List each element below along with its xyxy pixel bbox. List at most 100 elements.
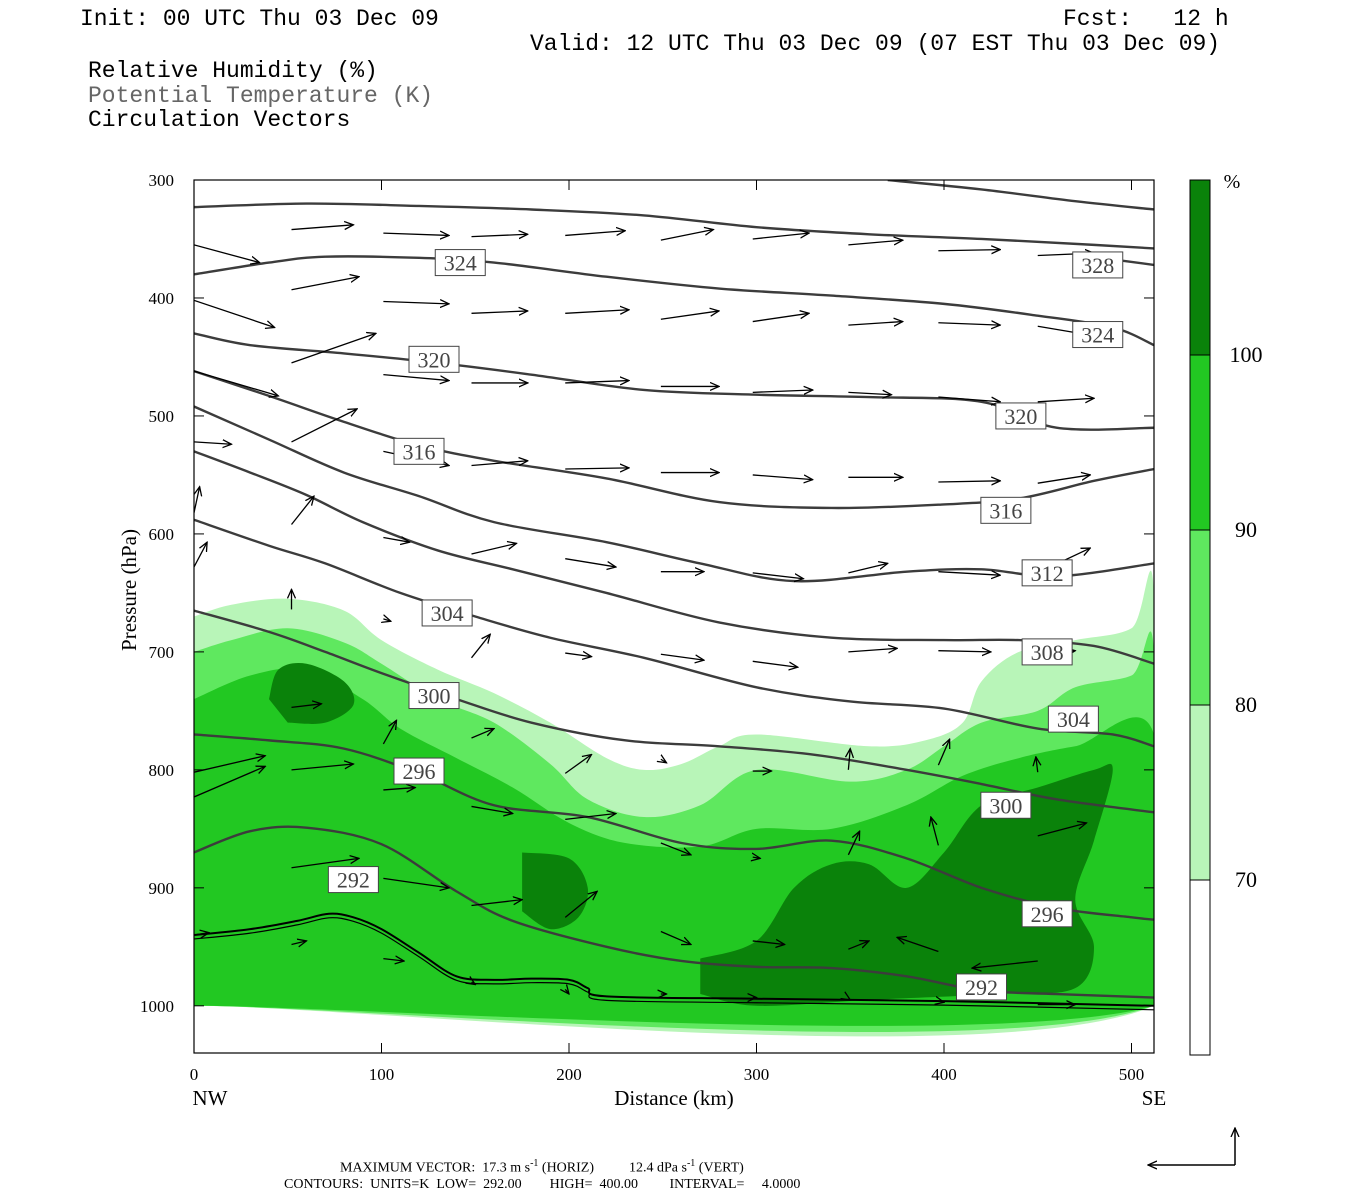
- colorbar-frame: [1189, 179, 1211, 1056]
- circulation-vector-23: [565, 381, 629, 383]
- circulation-vector-32: [471, 461, 528, 467]
- svg-text:296: 296: [1031, 902, 1064, 927]
- x-tick-label-0: 0: [190, 1065, 199, 1084]
- circulation-vector-27: [938, 396, 1000, 402]
- circulation-vector-71: [383, 788, 415, 790]
- x-axis-label: Distance (km): [614, 1086, 734, 1110]
- circulation-vector-29: [194, 370, 278, 396]
- field-label-rh: Relative Humidity (%): [88, 58, 378, 84]
- circulation-vector-16: [848, 322, 902, 326]
- circulation-vector-57: [938, 651, 991, 652]
- x-tick-label-1: 100: [369, 1065, 395, 1084]
- circulation-vector-10: [291, 277, 360, 291]
- circulation-vector-80: [291, 858, 360, 869]
- rh-region-gt100-5: [700, 763, 1113, 1006]
- svg-text:328: 328: [1081, 253, 1114, 278]
- circulation-vector-7: [938, 250, 1000, 251]
- circulation-vector-15: [752, 313, 809, 323]
- forecast-hour: Fcst: 12 h: [1063, 6, 1229, 32]
- circulation-vector-26: [848, 392, 891, 394]
- reference-vector-icon: [1148, 1128, 1235, 1165]
- colorbar-level-70: 70: [1235, 867, 1257, 892]
- theta-label-300-13: 300: [980, 791, 1032, 819]
- circulation-vector-53: [565, 653, 591, 657]
- circulation-vector-73: [565, 814, 616, 821]
- svg-text:320: 320: [418, 347, 451, 372]
- svg-text:316: 316: [989, 498, 1022, 523]
- theta-label-324-0: 324: [434, 249, 486, 277]
- max-vector-note: MAXIMUM VECTOR: 17.3 m s-1 (HORIZ) 12.4 …: [340, 1158, 744, 1176]
- rh-region-gt100-3: [269, 662, 355, 724]
- circulation-vector-54: [660, 653, 704, 660]
- circulation-vector-83: [564, 891, 597, 918]
- theta-label-312-7: 312: [1021, 559, 1073, 587]
- circulation-vector-63: [564, 755, 591, 774]
- circulation-vector-38: [1037, 475, 1091, 484]
- colorbar: % 100 90 80 70: [1189, 171, 1263, 1056]
- circulation-vector-51: [383, 619, 391, 621]
- circulation-vector-25: [752, 390, 813, 392]
- terrain-layer: [194, 912, 1154, 1011]
- x-tick-label-2: 200: [556, 1065, 582, 1084]
- circulation-vector-96: [848, 999, 850, 1000]
- theta-line-312-6: [194, 405, 1154, 583]
- terrain-line: [194, 912, 1154, 1007]
- circulation-vector-82: [471, 900, 523, 907]
- svg-text:324: 324: [1081, 323, 1114, 348]
- plot-frame: [193, 179, 1155, 1054]
- theta-label-layer: 324 328 324 320 320 316 316 312 304 308 300 304 296 3…: [327, 249, 1124, 1001]
- circulation-vector-1: [383, 233, 449, 235]
- colorbar-level-80: 80: [1235, 692, 1257, 717]
- circulation-vector-68: [1036, 757, 1038, 773]
- circulation-vector-19: [194, 299, 275, 327]
- theta-label-292-14: 292: [327, 866, 379, 894]
- circulation-vector-88: [972, 960, 1038, 968]
- circulation-vector-4: [660, 230, 714, 241]
- circulation-vector-14: [660, 311, 719, 320]
- circulation-vector-89: [194, 933, 209, 935]
- field-label-vectors: Circulation Vectors: [88, 107, 351, 133]
- theta-label-320-4: 320: [995, 402, 1047, 430]
- circulation-vector-91: [383, 959, 404, 961]
- circulation-vector-46: [848, 563, 887, 574]
- circulation-vector-20: [291, 333, 376, 364]
- circulation-vector-78: [1037, 823, 1087, 837]
- circulation-vector-45: [752, 572, 804, 579]
- theta-line-304-8: [194, 518, 1154, 748]
- theta-label-328-1: 328: [1072, 251, 1124, 279]
- colorbar-level-90: 90: [1235, 517, 1257, 542]
- circulation-vector-69: [194, 756, 265, 773]
- theta-line-328-1: [887, 180, 1154, 211]
- theta-label-304-8: 304: [421, 599, 473, 627]
- circulation-vector-3: [565, 231, 625, 237]
- theta-label-320-3: 320: [408, 345, 460, 373]
- theta-label-304-11: 304: [1047, 705, 1099, 733]
- axis-layer: 300 400 500 600 700 800 900 1000 0 100 200 300 400 50…: [140, 171, 1154, 1084]
- theta-label-308-9: 308: [1021, 638, 1073, 666]
- theta-label-300-10: 300: [408, 682, 460, 710]
- circulation-vector-90: [291, 941, 307, 945]
- circulation-vector-49: [194, 487, 200, 513]
- circulation-vector-70: [291, 764, 354, 771]
- circulation-vector-79: [194, 766, 265, 798]
- vector-layer: [194, 225, 1094, 1005]
- circulation-vector-55: [752, 660, 798, 667]
- theta-contour-layer: [194, 180, 1154, 999]
- circulation-vector-75: [753, 857, 761, 858]
- circulation-vector-93: [565, 989, 569, 994]
- rh-fill-layer: [194, 570, 1154, 1037]
- circulation-vector-72: [471, 805, 513, 813]
- colorbar-unit: %: [1224, 171, 1241, 193]
- circulation-vector-0: [291, 225, 354, 231]
- theta-label-296-12: 296: [393, 757, 445, 785]
- svg-text:300: 300: [989, 793, 1022, 818]
- theta-label-316-6: 316: [980, 496, 1032, 524]
- theta-label-296-15: 296: [1021, 900, 1073, 928]
- svg-text:308: 308: [1031, 640, 1064, 665]
- contours-note: CONTOURS: UNITS=K LOW= 292.00 HIGH= 400.…: [284, 1177, 801, 1192]
- circulation-vector-17: [938, 323, 1000, 325]
- y-tick-label-1: 400: [149, 289, 175, 308]
- terrain-line-lower: [194, 917, 1154, 1011]
- y-tick-label-4: 700: [149, 643, 175, 662]
